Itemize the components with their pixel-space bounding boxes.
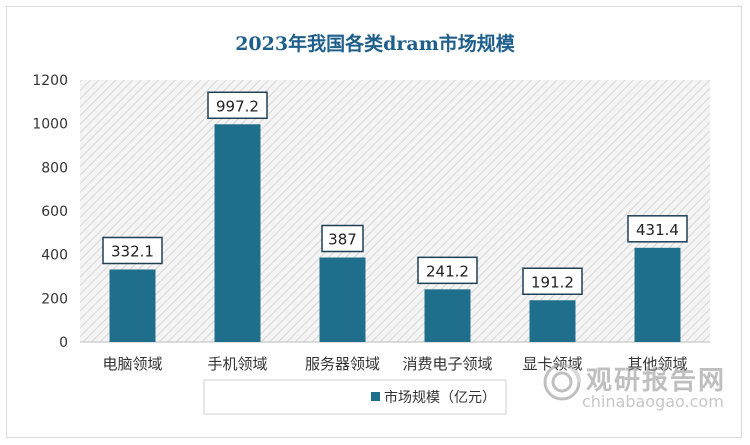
watermark-en-text: chinabaogao.com — [582, 392, 724, 411]
bar — [109, 269, 156, 342]
data-label-box — [627, 215, 688, 243]
data-label-box — [207, 91, 268, 120]
bar — [634, 247, 681, 342]
data-label: 431.4 — [636, 221, 679, 239]
y-tick-label: 600 — [41, 204, 68, 220]
data-label: 191.2 — [531, 273, 574, 291]
data-label-box — [417, 256, 478, 285]
bar — [424, 289, 471, 342]
legend-label: 市场规模（亿元） — [384, 389, 496, 406]
data-label: 387 — [328, 231, 357, 249]
watermark: 观研报告网 chinabaogao.com — [542, 358, 732, 416]
data-label: 332.1 — [111, 242, 154, 260]
data-label-box — [102, 236, 163, 265]
y-tick-label: 200 — [41, 291, 68, 307]
chart-title: 2023年我国各类dram市场规模 — [235, 32, 516, 55]
x-tick-label: 手机领域 — [207, 355, 267, 373]
plot-background — [80, 80, 710, 342]
y-tick-label: 1000 — [32, 117, 68, 133]
x-tick-label: 消费电子领域 — [402, 355, 492, 373]
x-tick-label: 电脑领域 — [102, 355, 162, 373]
legend-box — [203, 379, 507, 415]
data-label-box — [522, 267, 583, 296]
data-label-box — [321, 224, 364, 253]
bar — [319, 257, 366, 342]
data-label: 997.2 — [216, 97, 259, 115]
data-label: 241.2 — [426, 262, 469, 280]
x-tick-label: 其他领域 — [627, 355, 687, 373]
bar — [214, 124, 261, 342]
y-tick-label: 1200 — [32, 73, 68, 89]
y-tick-label: 400 — [41, 248, 68, 264]
watermark-cn-text: 观研报告网 — [586, 366, 727, 396]
bar — [529, 300, 576, 342]
x-tick-label: 服务器领域 — [305, 355, 380, 373]
watermark-logo-icon — [543, 363, 581, 401]
x-tick-label: 显卡领域 — [522, 355, 582, 373]
y-tick-label: 0 — [59, 335, 68, 351]
legend-swatch — [371, 392, 380, 401]
y-tick-label: 800 — [41, 160, 68, 176]
